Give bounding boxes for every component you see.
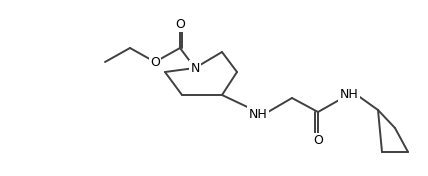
- Text: O: O: [175, 17, 185, 30]
- Text: N: N: [190, 61, 200, 74]
- Text: NH: NH: [340, 87, 358, 100]
- Text: O: O: [150, 55, 160, 68]
- Text: O: O: [313, 134, 323, 147]
- Text: NH: NH: [249, 108, 268, 121]
